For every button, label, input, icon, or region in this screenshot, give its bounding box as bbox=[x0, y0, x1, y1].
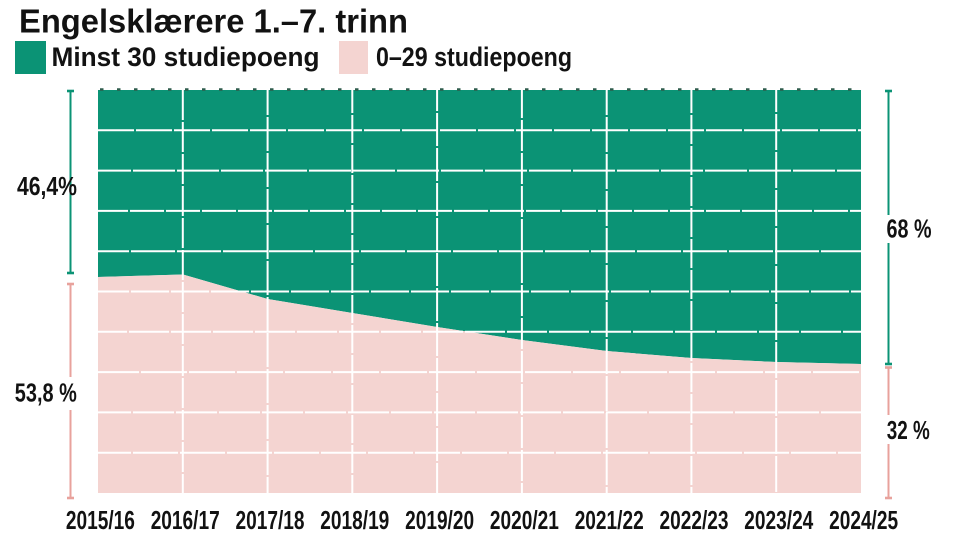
svg-text:2016/17: 2016/17 bbox=[151, 505, 220, 535]
svg-text:53,8 %: 53,8 % bbox=[15, 377, 77, 407]
svg-text:Engelsklærere 1.–7. trinn: Engelsklærere 1.–7. trinn bbox=[19, 3, 408, 40]
svg-text:2017/18: 2017/18 bbox=[236, 505, 305, 535]
svg-text:46,4%: 46,4% bbox=[17, 171, 77, 201]
svg-text:0–29 studiepoeng: 0–29 studiepoeng bbox=[376, 42, 572, 72]
svg-text:32 %: 32 % bbox=[887, 415, 930, 445]
svg-text:68 %: 68 % bbox=[887, 214, 932, 244]
svg-text:2023/24: 2023/24 bbox=[744, 505, 813, 535]
svg-text:2015/16: 2015/16 bbox=[66, 505, 135, 535]
svg-text:2020/21: 2020/21 bbox=[490, 505, 559, 535]
svg-text:2024/25: 2024/25 bbox=[829, 505, 898, 535]
svg-text:2018/19: 2018/19 bbox=[320, 505, 389, 535]
svg-text:Minst 30 studiepoeng: Minst 30 studiepoeng bbox=[52, 42, 320, 72]
svg-text:2021/22: 2021/22 bbox=[575, 505, 644, 535]
svg-text:2019/20: 2019/20 bbox=[405, 505, 474, 535]
svg-text:2022/23: 2022/23 bbox=[660, 505, 729, 535]
